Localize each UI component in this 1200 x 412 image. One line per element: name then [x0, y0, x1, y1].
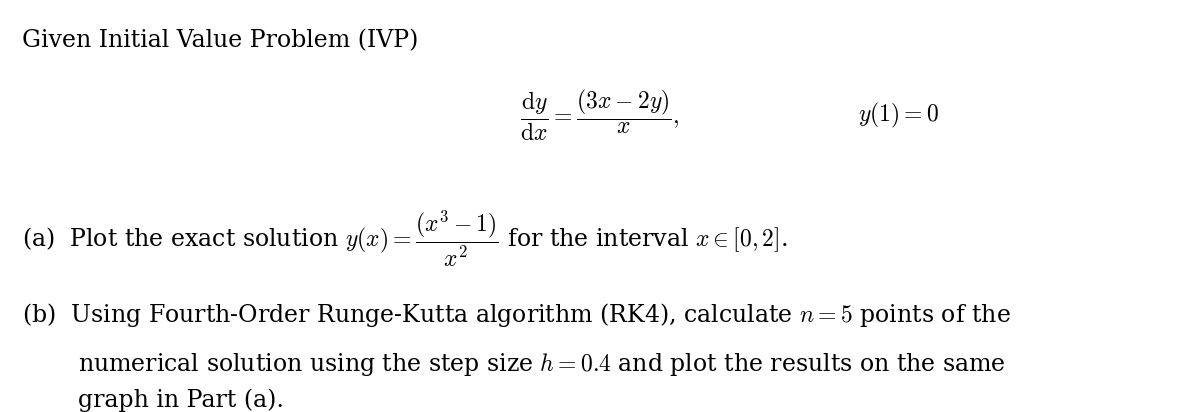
Text: (a)  Plot the exact solution $y(x) = \dfrac{(x^3 - 1)}{x^2}$ for the interval $x: (a) Plot the exact solution $y(x) = \dfr… — [22, 209, 787, 269]
Text: numerical solution using the step size $h = 0.4$ and plot the results on the sam: numerical solution using the step size $… — [78, 351, 1006, 378]
Text: $\dfrac{\mathrm{d}y}{\mathrm{d}x} = \dfrac{(3x - 2y)}{x},$: $\dfrac{\mathrm{d}y}{\mathrm{d}x} = \dfr… — [520, 88, 680, 143]
Text: (b)  Using Fourth-Order Runge-Kutta algorithm (RK4), calculate $n = 5$ points of: (b) Using Fourth-Order Runge-Kutta algor… — [22, 301, 1010, 329]
Text: graph in Part (a).: graph in Part (a). — [78, 389, 284, 412]
Text: Given Initial Value Problem (IVP): Given Initial Value Problem (IVP) — [22, 29, 418, 52]
Text: $y(1) = 0$: $y(1) = 0$ — [858, 101, 940, 130]
